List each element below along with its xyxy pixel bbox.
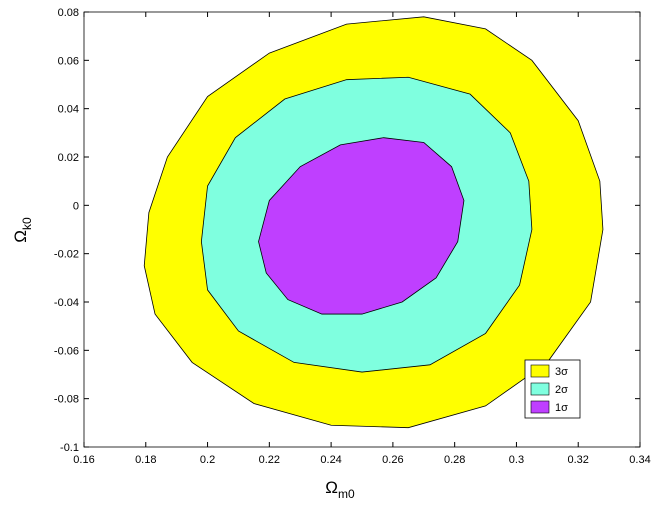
legend-swatch: [530, 400, 550, 414]
x-axis-label: Ωm0: [325, 478, 355, 501]
x-tick-label: 0.18: [135, 454, 156, 466]
contour-region: [258, 137, 465, 315]
y-tick-label: -0.1: [60, 442, 79, 454]
legend-label: 3σ: [555, 366, 568, 378]
legend-swatch: [530, 382, 550, 396]
y-label-sub: k0: [20, 217, 34, 230]
y-tick-label: 0: [73, 200, 79, 212]
x-tick-label: 0.34: [629, 454, 650, 466]
legend-label: 1σ: [555, 402, 568, 414]
y-tick-label: 0.02: [58, 152, 79, 164]
y-tick-label: -0.08: [54, 394, 79, 406]
x-label-sub: m0: [338, 487, 355, 501]
y-label-symbol: Ω: [11, 230, 30, 243]
x-tick-label: 0.16: [73, 454, 94, 466]
y-tick-label: -0.02: [54, 249, 79, 261]
y-axis-label: Ωk0: [11, 217, 34, 243]
y-tick-label: -0.06: [54, 345, 79, 357]
x-tick-label: 0.24: [320, 454, 341, 466]
x-tick-label: 0.22: [259, 454, 280, 466]
x-label-symbol: Ω: [325, 478, 338, 497]
y-tick-label: 0.08: [58, 7, 79, 19]
y-tick-label: 0.04: [58, 104, 79, 116]
x-tick-label: 0.32: [568, 454, 589, 466]
y-tick-label: -0.04: [54, 297, 79, 309]
x-tick-label: 0.26: [382, 454, 403, 466]
x-tick-label: 0.28: [444, 454, 465, 466]
x-tick-label: 0.2: [200, 454, 215, 466]
legend-label: 2σ: [555, 384, 568, 396]
plot-frame: [83, 11, 641, 448]
x-tick-label: 0.3: [509, 454, 524, 466]
legend-swatch: [530, 364, 550, 378]
y-tick-label: 0.06: [58, 55, 79, 67]
